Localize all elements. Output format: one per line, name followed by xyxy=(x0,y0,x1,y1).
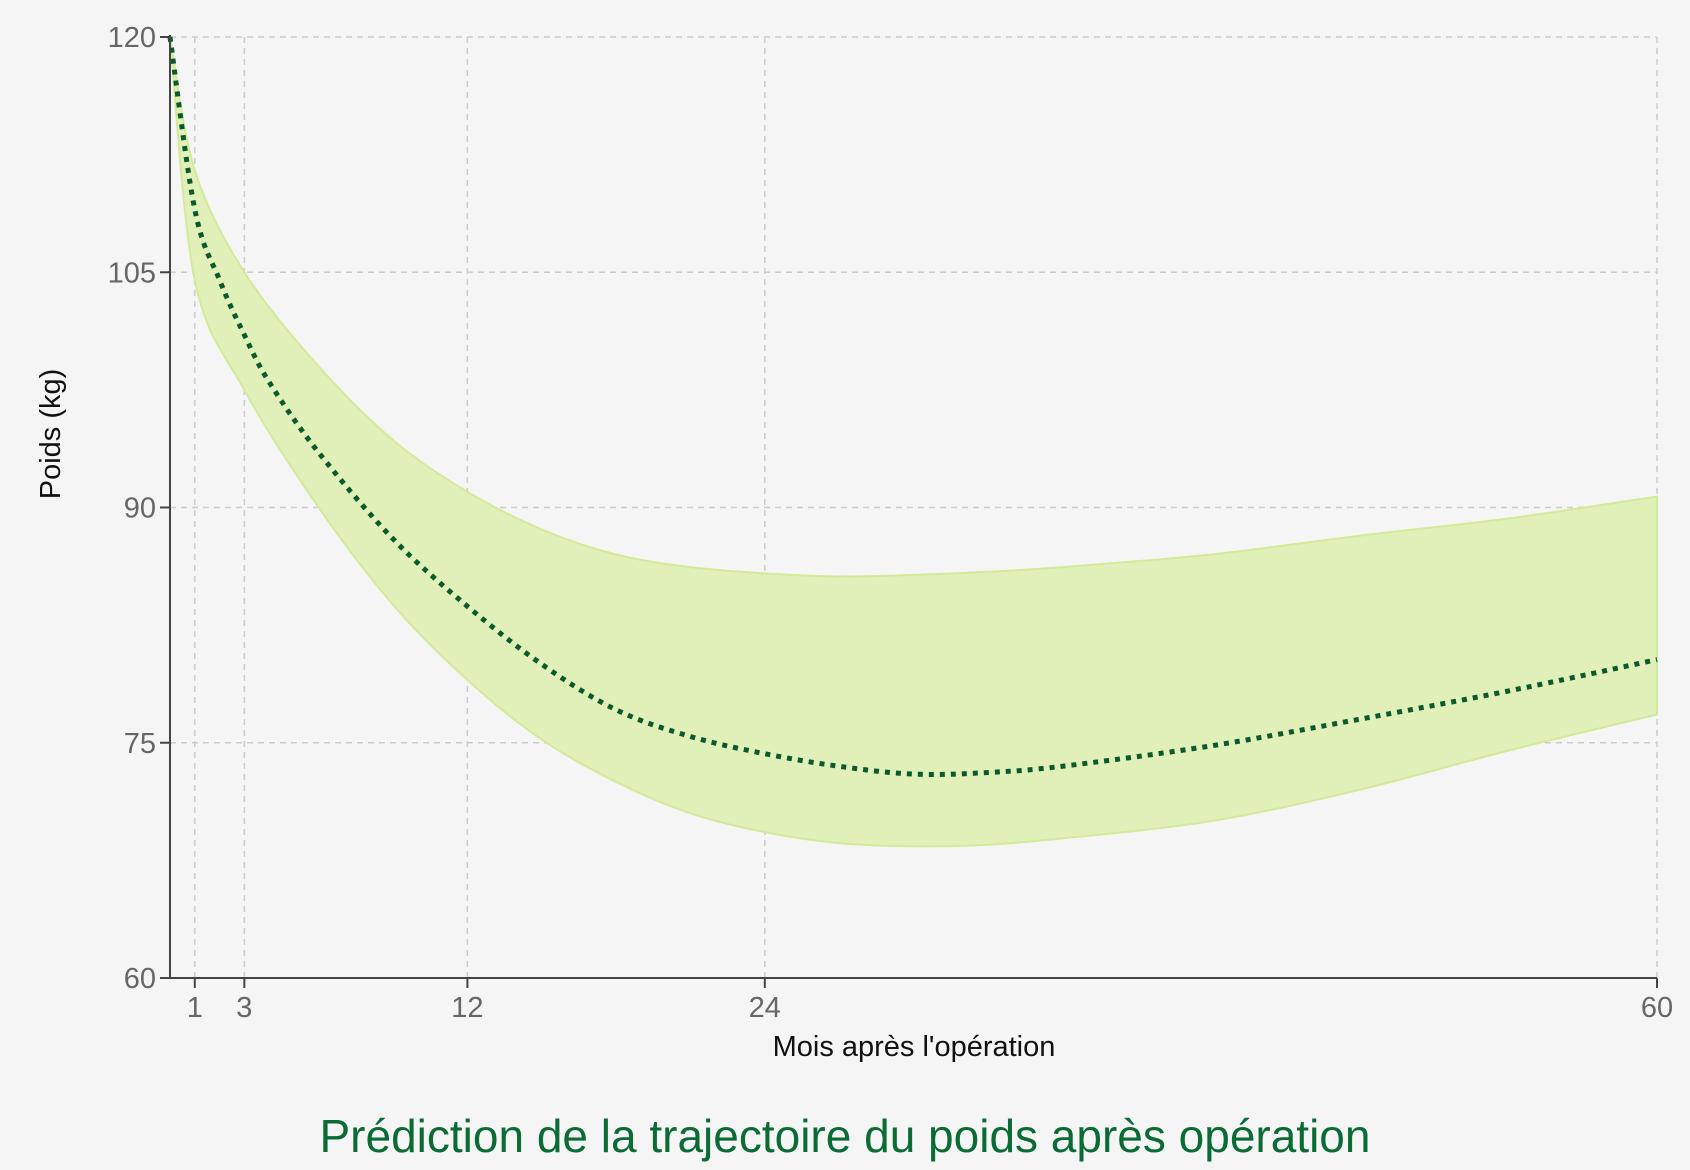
x-axis-title: Mois après l'opération xyxy=(773,1031,1056,1063)
confidence-band xyxy=(169,36,1658,848)
y-tick-label-60: 60 xyxy=(124,963,156,995)
confidence-band-layer xyxy=(169,36,1658,848)
x-tick-label-24: 24 xyxy=(749,992,781,1024)
chart-title: Prédiction de la trajectoire du poids ap… xyxy=(320,1110,1371,1162)
axes xyxy=(160,35,1658,988)
x-tick-label-12: 12 xyxy=(451,992,483,1024)
y-tick-label-105: 105 xyxy=(108,257,156,289)
x-tick-label-60: 60 xyxy=(1641,992,1673,1024)
y-tick-label-90: 90 xyxy=(124,493,156,525)
y-axis-title: Poids (kg) xyxy=(35,369,67,500)
y-tick-label-120: 120 xyxy=(108,22,156,54)
x-tick-label-3: 3 xyxy=(236,992,252,1024)
tick-labels: 60 75 90 105 120 1 3 12 24 60 xyxy=(108,22,1674,1024)
y-tick-label-75: 75 xyxy=(124,728,156,760)
x-tick-label-1: 1 xyxy=(187,992,203,1024)
